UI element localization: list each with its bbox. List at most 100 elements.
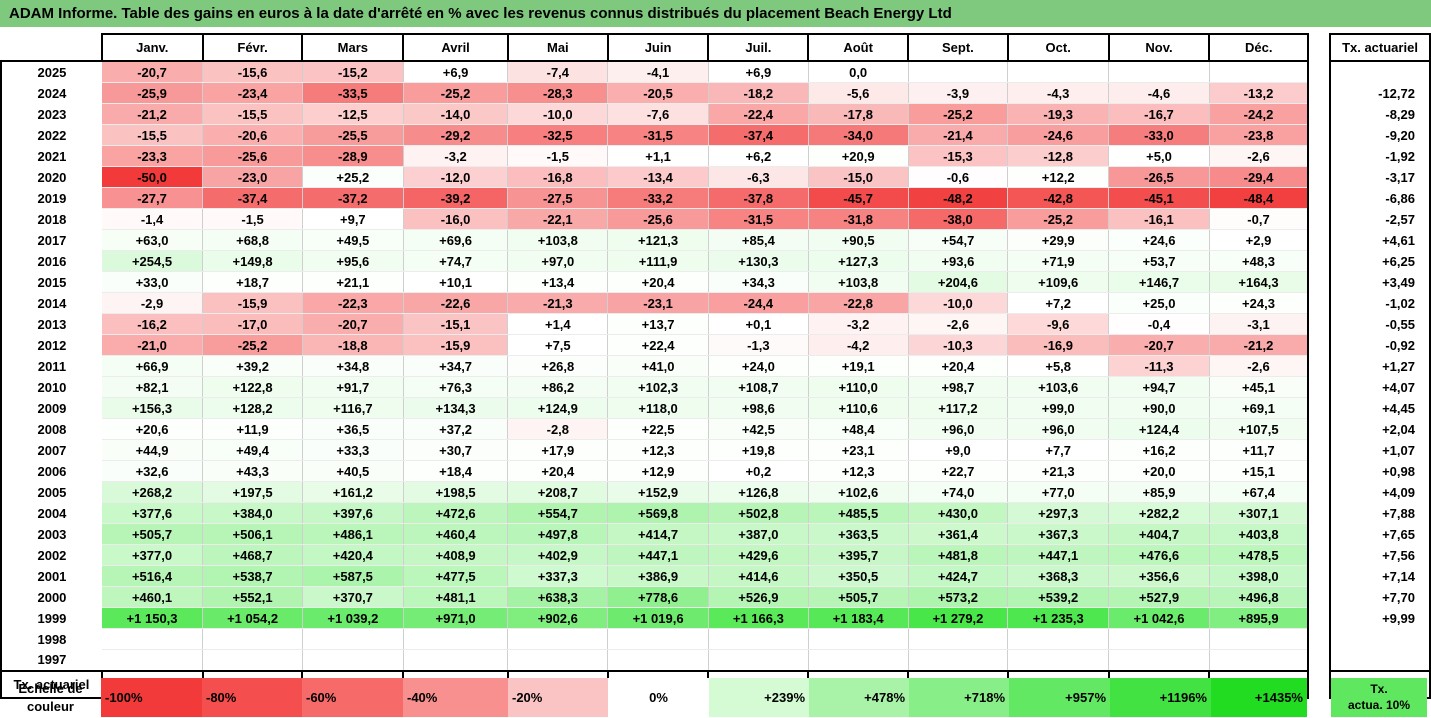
gain-cell: +117,2 <box>908 397 1009 419</box>
gain-cell: -25,2 <box>403 82 509 104</box>
gain-cell: +130,3 <box>708 250 809 272</box>
gain-cell: +497,8 <box>507 523 609 545</box>
year-label: 2020 <box>0 166 102 188</box>
gain-cell: -22,1 <box>507 208 609 230</box>
gain-cell: +68,8 <box>202 229 303 251</box>
column-gap <box>1308 586 1331 608</box>
gain-cell: -16,9 <box>1007 334 1110 356</box>
gain-cell: +367,3 <box>1007 523 1110 545</box>
gain-cell: +254,5 <box>101 250 204 272</box>
gain-cell: -28,3 <box>507 82 609 104</box>
gain-cell <box>607 628 709 650</box>
gain-cell: +49,4 <box>202 439 303 461</box>
gain-cell: +403,8 <box>1209 523 1310 545</box>
gain-cell: -16,1 <box>1108 208 1210 230</box>
gain-cell: +447,1 <box>607 544 709 566</box>
gain-cell: +414,7 <box>607 523 709 545</box>
column-gap <box>1308 334 1331 356</box>
tx-actuariel-cell: +1,07 <box>1329 439 1431 461</box>
gain-cell: +307,1 <box>1209 502 1310 524</box>
gain-cell: +54,7 <box>908 229 1009 251</box>
tx-actuariel-cell: +4,07 <box>1329 376 1431 398</box>
gain-cell: -28,9 <box>302 145 404 167</box>
tx-actuariel-cell: +7,65 <box>1329 523 1431 545</box>
gain-cell: +164,3 <box>1209 271 1310 293</box>
legend-swatch: -100% <box>101 678 202 717</box>
legend-swatch: -20% <box>508 678 608 717</box>
gain-cell: +13,4 <box>507 271 609 293</box>
table-row: 2014 -2,9 -15,9 -22,3 -22,6 -21,3 -23,1 -24,4 -2… <box>0 292 1431 314</box>
gain-cell: -21,2 <box>101 103 204 125</box>
table-row: 2020 -50,0 -23,0 +25,2 -12,0 -16,8 -13,4 -6,3 -1… <box>0 166 1431 188</box>
gain-cell: +370,7 <box>302 586 404 608</box>
year-label: 2018 <box>0 208 102 230</box>
column-gap <box>1308 355 1331 377</box>
gain-cell: +6,9 <box>403 60 509 83</box>
column-gap <box>1308 628 1331 650</box>
gain-cell: +42,5 <box>708 418 809 440</box>
table-row: 2016 +254,5 +149,8 +95,6 +74,7 +97,0 +111,9 +13… <box>0 250 1431 272</box>
gain-cell: +40,5 <box>302 460 404 482</box>
gain-cell: -15,9 <box>403 334 509 356</box>
gain-cell <box>808 649 909 672</box>
gain-cell: +118,0 <box>607 397 709 419</box>
tx-actuariel-cell: -3,17 <box>1329 166 1431 188</box>
gain-cell: +11,7 <box>1209 439 1310 461</box>
gain-cell: +460,1 <box>101 586 204 608</box>
gain-cell: -25,5 <box>302 124 404 146</box>
gain-cell: -4,2 <box>808 334 909 356</box>
gain-cell: -38,0 <box>908 208 1009 230</box>
gain-cell: +7,7 <box>1007 439 1110 461</box>
gain-cell: -31,8 <box>808 208 909 230</box>
gain-cell: +71,9 <box>1007 250 1110 272</box>
column-gap <box>1308 187 1331 209</box>
footer-label: Tx. actuariel <box>0 670 103 699</box>
table-row: 2004 +377,6 +384,0 +397,6 +472,6 +554,7 +569,8… <box>0 502 1431 524</box>
year-label: 2024 <box>0 82 102 104</box>
gain-cell: -20,7 <box>302 313 404 335</box>
column-gap <box>1308 607 1331 629</box>
gain-cell <box>1108 60 1210 83</box>
gain-cell: +33,0 <box>101 271 204 293</box>
gain-cell: -31,5 <box>708 208 809 230</box>
gain-cell: +90,5 <box>808 229 909 251</box>
gain-cell: +7,5 <box>507 334 609 356</box>
gain-cell: -18,8 <box>302 334 404 356</box>
gain-cell: +91,7 <box>302 376 404 398</box>
gain-cell: +516,4 <box>101 565 204 587</box>
gain-cell: +48,3 <box>1209 250 1310 272</box>
gain-cell: +198,5 <box>403 481 509 503</box>
gain-cell: -24,6 <box>1007 124 1110 146</box>
gain-cell <box>607 649 709 672</box>
year-label: 2019 <box>0 187 102 209</box>
gain-cell: -3,1 <box>1209 313 1310 335</box>
column-gap <box>1308 145 1331 167</box>
gain-cell: -48,2 <box>908 187 1009 209</box>
gain-cell <box>302 628 404 650</box>
gain-cell: -29,4 <box>1209 166 1310 188</box>
gain-cell: +468,7 <box>202 544 303 566</box>
gain-cell: -37,2 <box>302 187 404 209</box>
month-header: Mars <box>301 33 405 62</box>
month-header: Mai <box>506 33 609 62</box>
gain-cell: -1,3 <box>708 334 809 356</box>
gain-cell: +74,0 <box>908 481 1009 503</box>
column-gap <box>1308 250 1331 272</box>
tx-actuariel-cell: +6,25 <box>1329 250 1431 272</box>
gain-cell: +34,7 <box>403 355 509 377</box>
gain-cell: +569,8 <box>607 502 709 524</box>
tx-actuariel-cell: +7,14 <box>1329 565 1431 587</box>
year-label: 2016 <box>0 250 102 272</box>
gain-cell: +102,3 <box>607 376 709 398</box>
legend-swatch: +1435% <box>1211 678 1307 717</box>
gain-cell <box>202 649 303 672</box>
gain-cell: +124,4 <box>1108 418 1210 440</box>
gain-cell: +74,7 <box>403 250 509 272</box>
gain-cell: +414,6 <box>708 565 809 587</box>
legend-swatch: 0% <box>608 678 709 717</box>
gain-cell: -22,8 <box>808 292 909 314</box>
gain-cell: -16,2 <box>101 313 204 335</box>
gain-cell: +505,7 <box>808 586 909 608</box>
gain-cell: +23,1 <box>808 439 909 461</box>
legend-label-line: Echelle de <box>18 681 83 696</box>
